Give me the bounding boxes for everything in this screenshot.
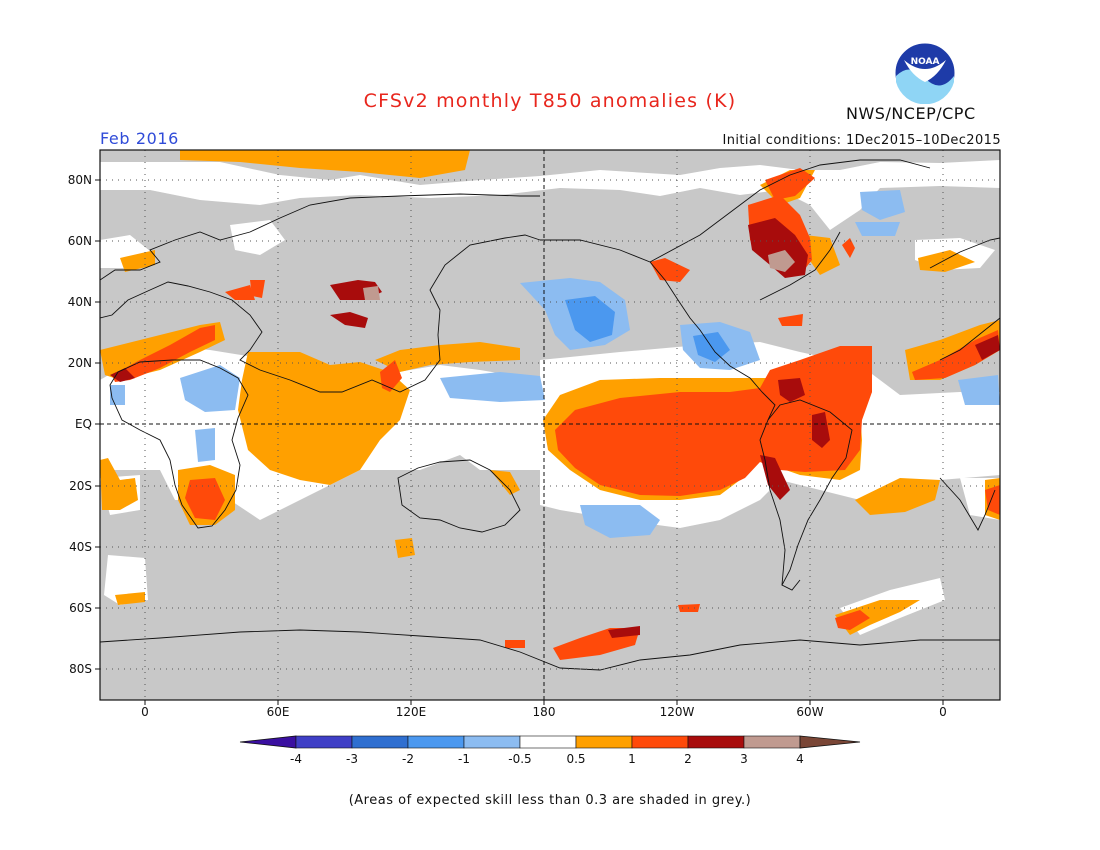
skill-footnote: (Areas of expected skill less than 0.3 a…	[348, 793, 752, 808]
colorbar-label: -0.5	[508, 752, 532, 766]
lat-label: 80N	[67, 173, 92, 187]
lat-label: 60N	[67, 234, 92, 248]
equator-dateline	[100, 150, 1000, 700]
lat-label: 40S	[69, 540, 92, 554]
agency-label: NWS/NCEP/CPC	[846, 104, 976, 123]
lat-label: 20N	[67, 356, 92, 370]
lat-label: 40N	[67, 295, 92, 309]
tan-regions	[363, 250, 795, 300]
lon-label: 60W	[796, 705, 824, 719]
colorbar-swatch	[631, 735, 689, 749]
colorbar-label: 3	[740, 752, 748, 766]
coastlines	[100, 159, 1000, 671]
colorbar-label: -4	[290, 752, 302, 766]
lon-label: 0	[141, 705, 149, 719]
lon-label: 120E	[395, 705, 427, 719]
colorbar-label: 0.5	[566, 752, 586, 766]
colorbar-swatch	[575, 735, 633, 749]
colorbar-low-arrow	[239, 735, 297, 749]
lat-label: 80S	[69, 662, 92, 676]
map-frame	[99, 149, 1001, 701]
lon-label: 0	[939, 705, 947, 719]
colorbar	[239, 735, 861, 749]
colorbar-label: -3	[346, 752, 358, 766]
colorbar-swatch	[295, 735, 353, 749]
lon-label: 60E	[266, 705, 290, 719]
lon-label: 180	[532, 705, 556, 719]
grid-lines	[100, 150, 1000, 700]
axis-ticks	[95, 179, 944, 705]
colorbar-swatch	[743, 735, 801, 749]
lat-label: 60S	[69, 601, 92, 615]
noaa-logo-text: NOAA	[911, 57, 940, 67]
initial-conditions: Initial conditions: 1Dec2015–10Dec2015	[722, 133, 1001, 148]
colorbar-label: -2	[402, 752, 414, 766]
colorbar-swatch	[519, 735, 577, 749]
lat-label: EQ	[74, 417, 92, 431]
colorbar-swatch	[687, 735, 745, 749]
colorbar-label: 2	[684, 752, 692, 766]
noaa-logo: NOAA	[894, 42, 956, 104]
colorbar-swatch	[407, 735, 465, 749]
lon-label: 120W	[659, 705, 695, 719]
colorbar-label: -1	[458, 752, 470, 766]
lat-label: 20S	[69, 479, 92, 493]
forecast-month: Feb 2016	[100, 129, 179, 148]
colorbar-label: 1	[628, 752, 636, 766]
colorbar-swatch	[351, 735, 409, 749]
colorbar-high-arrow	[799, 735, 861, 749]
colorbar-label: 4	[796, 752, 804, 766]
chart-title: CFSv2 monthly T850 anomalies (K)	[363, 90, 737, 112]
colorbar-swatch	[463, 735, 521, 749]
